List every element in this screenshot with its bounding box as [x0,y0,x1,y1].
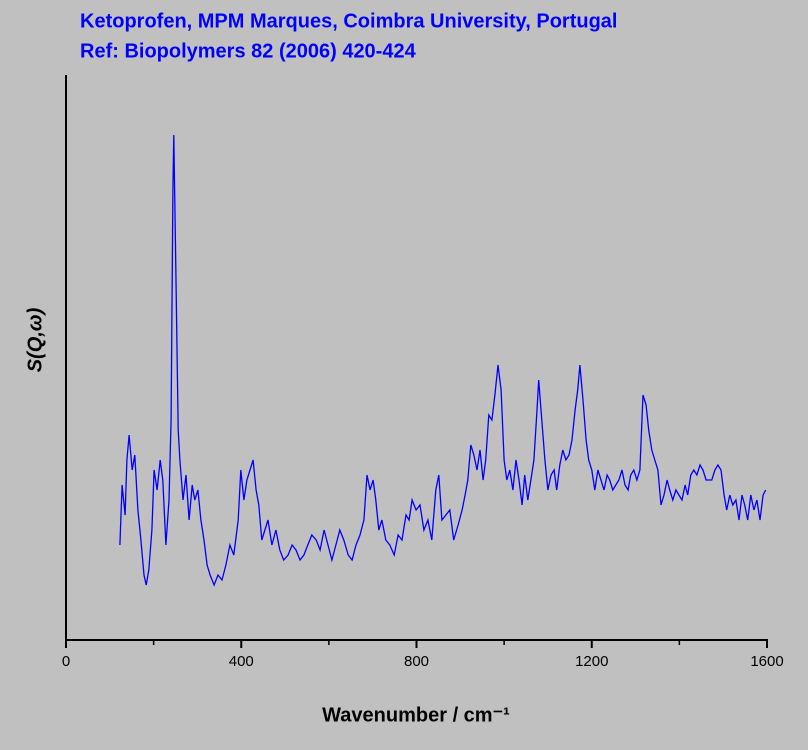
x-tick-label: 1200 [575,653,608,670]
chart-title: Ketoprofen, MPM Marques, Coimbra Univers… [80,10,617,32]
x-tick-label: 1600 [750,653,783,670]
x-axis-label: Wavenumber / cm⁻¹ [322,704,510,726]
chart-subtitle: Ref: Biopolymers 82 (2006) 420-424 [80,40,417,62]
x-tick-label: 800 [404,653,429,670]
x-tick-label: 400 [229,653,254,670]
data-line [119,134,767,587]
x-tick-label: 0 [62,653,70,670]
y-axis-label: S(Q,ω) [24,307,46,372]
